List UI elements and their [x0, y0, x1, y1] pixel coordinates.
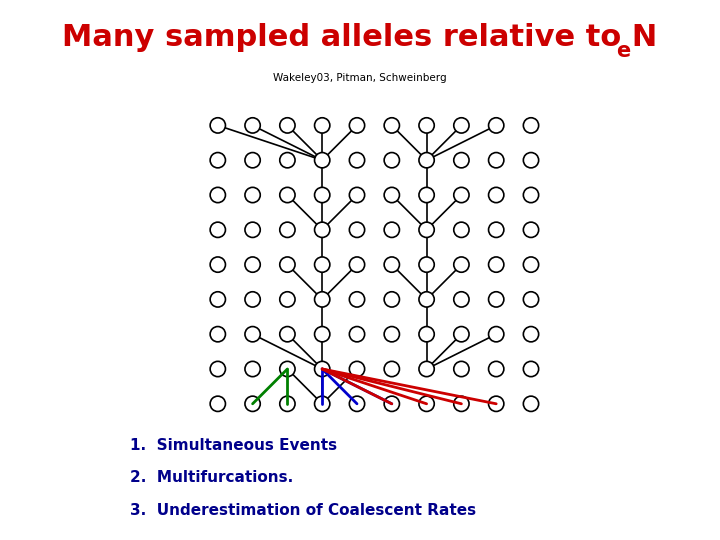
Circle shape [245, 396, 260, 411]
Circle shape [489, 396, 504, 411]
Circle shape [523, 361, 539, 377]
Circle shape [349, 327, 364, 342]
Circle shape [523, 292, 539, 307]
Circle shape [315, 327, 330, 342]
Circle shape [454, 396, 469, 411]
Text: Many sampled alleles relative to N: Many sampled alleles relative to N [63, 23, 657, 52]
Circle shape [419, 292, 434, 307]
Circle shape [523, 222, 539, 238]
Circle shape [384, 292, 400, 307]
Circle shape [315, 222, 330, 238]
Circle shape [245, 292, 260, 307]
Text: 2.  Multifurcations.: 2. Multifurcations. [130, 470, 293, 485]
Circle shape [315, 152, 330, 168]
Circle shape [489, 361, 504, 377]
Circle shape [245, 361, 260, 377]
Circle shape [523, 118, 539, 133]
Circle shape [523, 327, 539, 342]
Circle shape [419, 187, 434, 202]
Circle shape [419, 396, 434, 411]
Circle shape [384, 187, 400, 202]
Circle shape [454, 327, 469, 342]
Circle shape [280, 118, 295, 133]
Circle shape [349, 396, 364, 411]
Circle shape [210, 257, 225, 272]
Circle shape [349, 187, 364, 202]
Circle shape [210, 292, 225, 307]
Circle shape [210, 396, 225, 411]
Text: e: e [616, 41, 631, 62]
Circle shape [315, 361, 330, 377]
Circle shape [315, 292, 330, 307]
Circle shape [523, 152, 539, 168]
Circle shape [280, 327, 295, 342]
Circle shape [280, 152, 295, 168]
Circle shape [245, 118, 260, 133]
Circle shape [384, 396, 400, 411]
Circle shape [210, 222, 225, 238]
Circle shape [245, 327, 260, 342]
Circle shape [523, 396, 539, 411]
Circle shape [280, 361, 295, 377]
Text: 3.  Underestimation of Coalescent Rates: 3. Underestimation of Coalescent Rates [130, 503, 476, 518]
Circle shape [454, 361, 469, 377]
Circle shape [245, 152, 260, 168]
Circle shape [419, 118, 434, 133]
Circle shape [489, 187, 504, 202]
Circle shape [454, 222, 469, 238]
Circle shape [210, 361, 225, 377]
Circle shape [454, 257, 469, 272]
Circle shape [489, 152, 504, 168]
Circle shape [419, 257, 434, 272]
Circle shape [280, 257, 295, 272]
Circle shape [419, 361, 434, 377]
Circle shape [210, 327, 225, 342]
Circle shape [349, 222, 364, 238]
Circle shape [315, 396, 330, 411]
Circle shape [489, 292, 504, 307]
Circle shape [384, 118, 400, 133]
Circle shape [315, 118, 330, 133]
Circle shape [489, 222, 504, 238]
Circle shape [315, 187, 330, 202]
Circle shape [523, 187, 539, 202]
Circle shape [210, 152, 225, 168]
Circle shape [245, 257, 260, 272]
Text: 1.  Simultaneous Events: 1. Simultaneous Events [130, 438, 337, 453]
Circle shape [349, 152, 364, 168]
Circle shape [384, 222, 400, 238]
Circle shape [245, 187, 260, 202]
Circle shape [489, 257, 504, 272]
Circle shape [454, 118, 469, 133]
Circle shape [280, 292, 295, 307]
Text: Wakeley03, Pitman, Schweinberg: Wakeley03, Pitman, Schweinberg [273, 73, 447, 83]
Circle shape [419, 327, 434, 342]
Circle shape [384, 361, 400, 377]
Circle shape [349, 361, 364, 377]
Circle shape [280, 222, 295, 238]
Circle shape [245, 222, 260, 238]
Circle shape [384, 327, 400, 342]
Circle shape [210, 187, 225, 202]
Circle shape [384, 152, 400, 168]
Circle shape [419, 152, 434, 168]
Circle shape [419, 222, 434, 238]
Circle shape [349, 118, 364, 133]
Circle shape [489, 327, 504, 342]
Circle shape [280, 187, 295, 202]
Circle shape [315, 257, 330, 272]
Circle shape [523, 257, 539, 272]
Circle shape [454, 292, 469, 307]
Circle shape [454, 187, 469, 202]
Circle shape [349, 257, 364, 272]
Circle shape [454, 152, 469, 168]
Circle shape [280, 396, 295, 411]
Circle shape [210, 118, 225, 133]
Circle shape [349, 292, 364, 307]
Circle shape [384, 257, 400, 272]
Circle shape [489, 118, 504, 133]
